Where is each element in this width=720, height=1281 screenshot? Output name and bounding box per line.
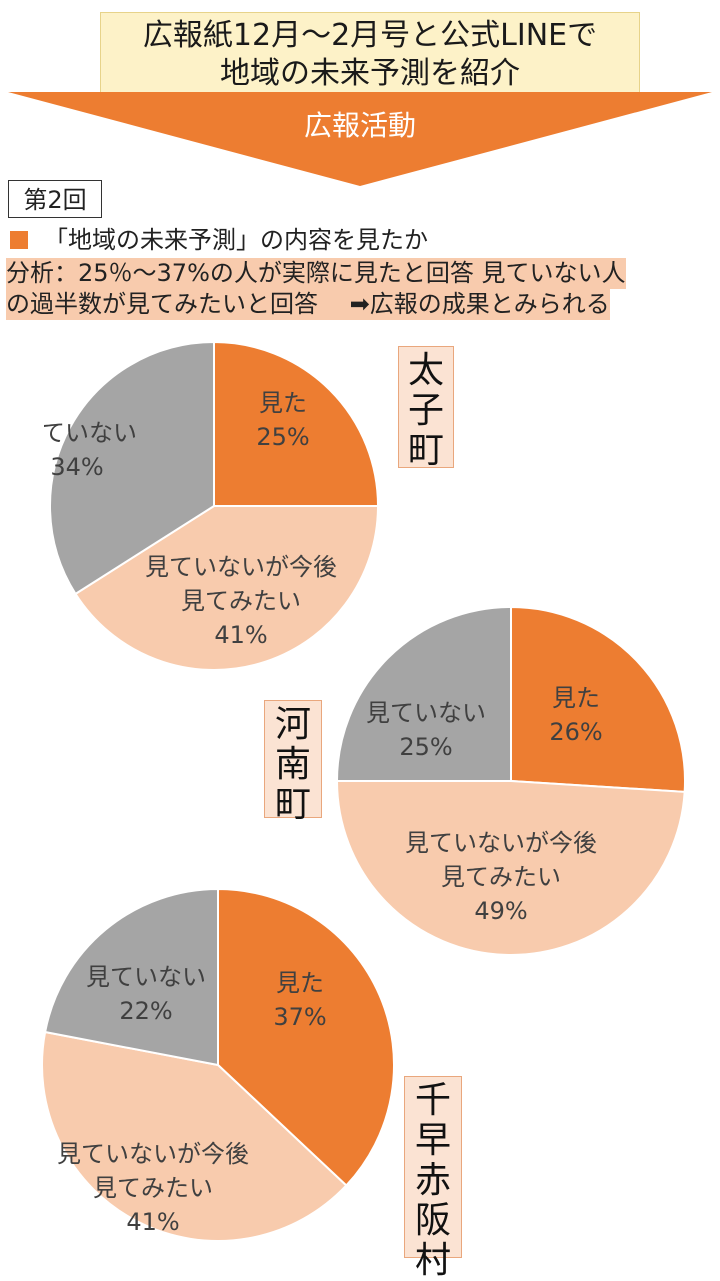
data-label-category: 見た	[259, 389, 307, 417]
town-label-taishi: 太子町	[398, 346, 454, 471]
data-label-percent: 25%	[399, 733, 452, 761]
town-label-char: 河	[274, 704, 311, 745]
data-label-category: 見ていないが今後	[145, 553, 337, 581]
arrow-shape	[8, 92, 712, 186]
town-label-char: 子	[407, 390, 444, 431]
pie-slice-want-to-see	[335, 780, 686, 957]
town-label-char: 村	[414, 1240, 451, 1281]
pie-slice-not-seen	[49, 340, 215, 596]
down-arrow	[8, 92, 712, 186]
data-label-category: 見た	[276, 969, 324, 997]
data-label-category: 見てみたい	[93, 1174, 213, 1202]
pie-slice-seen	[510, 605, 686, 793]
town-label-char: 町	[407, 430, 444, 471]
data-label-category: 見ていないが今後	[405, 829, 597, 857]
town-label-char: 千	[414, 1080, 451, 1121]
pie-slice-seen	[217, 887, 395, 1187]
town-label-chihayaakasaka: 千早赤阪村	[404, 1076, 462, 1281]
title-line-1: 広報紙12月～2月号と公式LINEで	[142, 18, 598, 53]
title-line-2: 地域の未来予測を紹介	[220, 56, 520, 91]
town-label-char: 阪	[414, 1200, 451, 1241]
analysis-line-2: の過半数が見てみたいと回答 ➡広報の成果とみられる	[6, 289, 610, 320]
data-label-category: 見ていない	[366, 699, 486, 727]
data-label-category: 見ていない	[44, 419, 137, 447]
data-label-percent: 49%	[474, 897, 527, 925]
town-label-char: 赤	[414, 1160, 451, 1201]
arrow-label: 広報活動	[303, 109, 416, 142]
title-banner: 広報紙12月～2月号と公式LINEで 地域の未来予測を紹介	[100, 12, 640, 96]
round-label: 第2回	[8, 180, 102, 218]
town-label-char: 町	[274, 784, 311, 825]
pie-slice-not-seen	[43, 887, 219, 1067]
pie-slice-not-seen	[335, 605, 512, 782]
data-label-category: 見てみたい	[181, 587, 301, 615]
data-label-category: 見ていないが今後	[57, 1140, 249, 1168]
data-label-category: 見ていない	[86, 963, 206, 991]
data-label-percent: 41%	[126, 1208, 179, 1236]
data-label-category: 見てみたい	[441, 863, 561, 891]
square-bullet-icon	[10, 231, 28, 249]
analysis-line-1: 分析：25％～37%の人が実際に見たと回答 見ていない人	[6, 258, 626, 289]
town-label-kanan: 河南町	[264, 700, 322, 825]
question-text: 「地域の未来予測」の内容を見たか	[10, 224, 428, 256]
town-label-char: 太	[407, 350, 444, 391]
town-label-char: 南	[274, 744, 311, 785]
data-label-percent: 26%	[549, 718, 602, 746]
town-label-char: 早	[414, 1120, 451, 1161]
data-label-percent: 37%	[273, 1003, 326, 1031]
question-label: 「地域の未来予測」の内容を見たか	[44, 226, 428, 254]
pie-slice-seen	[213, 340, 380, 507]
data-label-percent: 22%	[119, 997, 172, 1025]
data-label-category: 見た	[552, 684, 600, 712]
analysis-note: 分析：25％～37%の人が実際に見たと回答 見ていない人 の過半数が見てみたいと…	[6, 258, 712, 320]
data-label-percent: 41%	[214, 621, 267, 649]
pie-slice-want-to-see	[41, 1030, 348, 1242]
data-label-percent: 34%	[50, 453, 103, 481]
data-label-percent: 25%	[256, 423, 309, 451]
